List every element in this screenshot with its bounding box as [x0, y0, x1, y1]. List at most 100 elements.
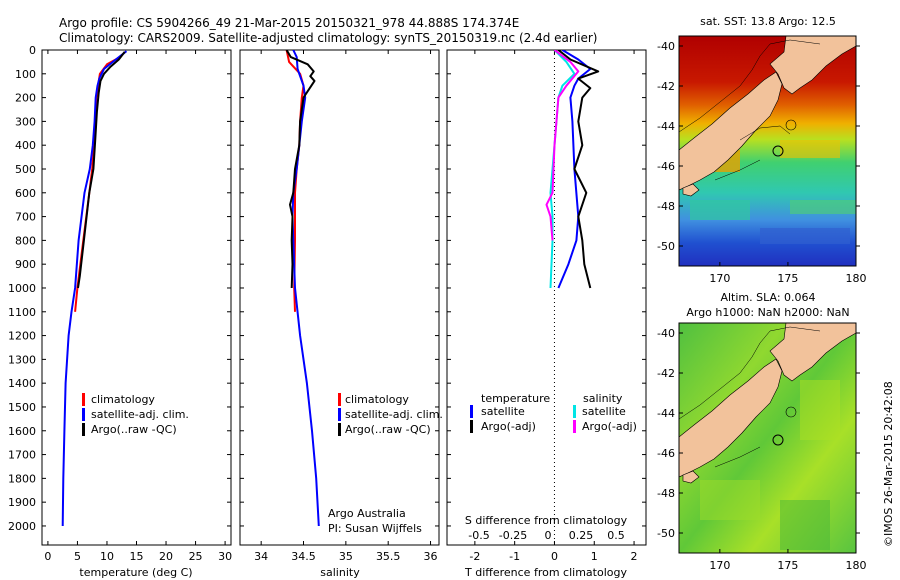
series-line-argo-raw-qc — [285, 50, 316, 289]
temperature-profiles — [61, 50, 128, 527]
x-tick-label: 10 — [100, 550, 114, 563]
depth-tick-label: 1400 — [8, 377, 36, 390]
land-south-island — [679, 71, 783, 191]
map-x-tick-label: 180 — [846, 559, 867, 572]
x-tick-label: 5 — [74, 550, 81, 563]
temperature-xlabel: temperature (deg C) — [79, 566, 192, 579]
map-x-tick-label: 170 — [709, 272, 730, 285]
map-y-tick-label: -50 — [657, 240, 675, 253]
map-y-tick-label: -44 — [657, 120, 675, 133]
map-x-tick-label: 170 — [709, 559, 730, 572]
s-diff-tick-label: 0.5 — [607, 529, 625, 542]
depth-tick-label: 2000 — [8, 520, 36, 533]
contour-1000m — [679, 326, 821, 468]
sst-map-axes: 170 175 180 -40 -42 -44 -46 -48 -50 — [657, 40, 866, 285]
land-north-island — [769, 36, 856, 95]
depth-tick-label: 100 — [15, 68, 36, 81]
legend-swatch-t-argo — [470, 420, 473, 433]
sla-map-axes: 170 175 180 -40 -42 -44 -46 -48 -50 — [657, 327, 866, 572]
temperature-x-axis: 0 5 10 15 20 25 30 — [44, 50, 232, 563]
legend-swatch-s-argo — [573, 420, 576, 433]
map-x-tick-label: 175 — [777, 272, 798, 285]
temperature-axes — [41, 49, 232, 546]
legend-title-salinity: salinity — [583, 392, 623, 405]
legend-label: satellite — [481, 405, 525, 418]
x-tick-label: 0 — [551, 550, 558, 563]
difference-axes — [446, 49, 647, 546]
depth-tick-label: 1300 — [8, 353, 36, 366]
land-stewart-island — [682, 183, 700, 197]
difference-t-xlabel: T difference from climatology — [464, 566, 627, 579]
sla-patch — [800, 380, 840, 440]
argo-position-marker — [772, 145, 784, 157]
land-stewart-island — [682, 470, 700, 484]
x-tick-label: -1 — [509, 550, 520, 563]
sst-patch — [690, 200, 750, 220]
figure-title-line2: Climatology: CARS2009. Satellite-adjuste… — [59, 31, 597, 45]
depth-tick-label: 1100 — [8, 306, 36, 319]
x-tick-label: 1 — [591, 550, 598, 563]
imos-timestamp: ©IMOS 26-Mar-2015 20:42:08 — [882, 381, 895, 547]
argo-position-marker — [772, 434, 784, 446]
series-line-argo-raw-qc — [77, 51, 126, 289]
legend-label: satellite — [582, 405, 626, 418]
map-y-tick-label: -40 — [657, 40, 675, 53]
difference-profiles — [545, 50, 600, 289]
depth-tick-label: 800 — [15, 234, 36, 247]
x-tick-label: 2 — [631, 550, 638, 563]
depth-tick-label: 900 — [15, 258, 36, 271]
map-y-tick-label: -42 — [657, 367, 675, 380]
sst-map-title: sat. SST: 13.8 Argo: 12.5 — [700, 15, 836, 28]
salinity-profiles — [285, 50, 320, 527]
series-line-satellite-adj-clim — [291, 50, 320, 527]
legend-label: satellite-adj. clim. — [91, 408, 189, 421]
map-x-tick-label: 180 — [846, 272, 867, 285]
legend-swatch-satellite — [82, 408, 85, 421]
legend-label: Argo(..raw -QC) — [345, 423, 431, 436]
map-y-tick-label: -40 — [657, 327, 675, 340]
x-tick-label: 0 — [44, 550, 51, 563]
depth-tick-label: 0 — [29, 44, 36, 57]
depth-tick-label: 400 — [15, 139, 36, 152]
sla-patch — [780, 500, 830, 550]
legend-swatch-argo — [82, 423, 85, 436]
map-y-tick-label: -46 — [657, 447, 675, 460]
depth-tick-label: 1000 — [8, 282, 36, 295]
temperature-legend: climatology satellite-adj. clim. Argo(..… — [82, 393, 189, 436]
series-line-temperature-argo-adj — [557, 50, 600, 289]
series-line-satellite-adj-clim — [61, 50, 128, 527]
depth-axis: 0 100 200 300 400 500 600 700 800 900 1000 1100 1200… — [8, 44, 646, 533]
legend-swatch-s-satellite — [573, 405, 576, 418]
sst-patch — [760, 228, 850, 244]
depth-tick-label: 200 — [15, 92, 36, 105]
sla-map-title: Altim. SLA: 0.064 — [720, 291, 815, 304]
seamount-contour — [785, 119, 797, 131]
legend-title-temperature: temperature — [481, 392, 550, 405]
depth-tick-label: 1200 — [8, 330, 36, 343]
x-tick-label: 35.5 — [376, 550, 401, 563]
sst-map-frame — [678, 35, 857, 267]
credit-pi: PI: Susan Wijffels — [328, 522, 422, 535]
x-tick-label: 20 — [159, 550, 173, 563]
x-tick-label: 35 — [339, 550, 353, 563]
sla-map-frame — [678, 322, 857, 554]
map-y-tick-label: -48 — [657, 487, 675, 500]
sla-map — [679, 323, 856, 553]
credit-org: Argo Australia — [328, 507, 406, 520]
legend-swatch-satellite — [338, 408, 341, 421]
s-diff-tick-label: 0 — [545, 529, 552, 542]
depth-tick-label: 600 — [15, 187, 36, 200]
x-tick-label: 25 — [189, 550, 203, 563]
x-tick-label: 36 — [424, 550, 438, 563]
difference-legend: temperature salinity satellite Argo(-adj… — [470, 392, 637, 433]
legend-swatch-climatology — [338, 393, 341, 406]
x-tick-label: 15 — [130, 550, 144, 563]
sst-patch — [790, 200, 856, 214]
salinity-x-axis: 34 34.5 35 35.5 36 — [254, 50, 438, 563]
map-y-tick-label: -42 — [657, 80, 675, 93]
depth-tick-label: 1800 — [8, 472, 36, 485]
legend-label: Argo(..raw -QC) — [91, 423, 177, 436]
depth-tick-label: 1700 — [8, 449, 36, 462]
series-line-salinity-argo-adj — [545, 50, 580, 241]
